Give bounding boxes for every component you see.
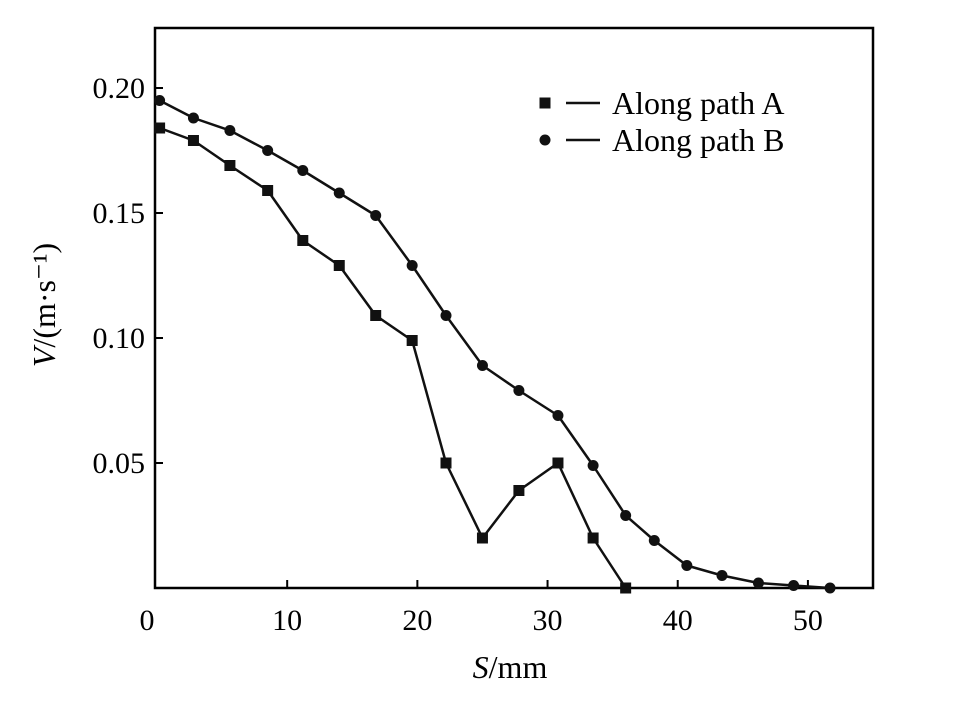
series-path-b bbox=[154, 95, 836, 594]
square-marker bbox=[297, 235, 309, 246]
square-marker bbox=[539, 97, 551, 109]
circle-marker bbox=[752, 577, 764, 589]
x-axis-title: S/mm bbox=[473, 649, 548, 685]
y-tick-label: 0.10 bbox=[93, 322, 146, 355]
square-marker bbox=[187, 135, 199, 146]
circle-marker bbox=[187, 112, 199, 124]
square-marker bbox=[552, 457, 564, 469]
series-line bbox=[159, 126, 627, 589]
square-marker bbox=[262, 185, 274, 196]
circle-marker bbox=[224, 125, 236, 136]
legend-item-path-b: Along path B bbox=[539, 122, 784, 158]
x-axis-unit: /mm bbox=[489, 649, 548, 685]
legend-label: Along path B bbox=[612, 122, 784, 158]
circle-marker bbox=[513, 385, 525, 396]
square-marker bbox=[440, 457, 452, 469]
circle-marker bbox=[716, 570, 728, 581]
circle-marker bbox=[440, 310, 452, 321]
x-tick-label: 50 bbox=[793, 604, 823, 637]
circle-marker bbox=[333, 187, 345, 199]
circle-marker bbox=[297, 165, 309, 176]
x-tick-label: 40 bbox=[663, 604, 693, 637]
circle-marker bbox=[154, 95, 166, 106]
square-marker bbox=[154, 122, 166, 134]
circle-marker bbox=[648, 535, 660, 546]
series-path-a bbox=[154, 122, 632, 594]
x-tick-label: 20 bbox=[402, 604, 432, 637]
circle-marker bbox=[824, 582, 836, 594]
y-axis-unit: /(m·s⁻¹) bbox=[26, 243, 62, 348]
square-marker bbox=[620, 582, 632, 594]
square-marker bbox=[406, 335, 418, 346]
series-layer bbox=[154, 95, 836, 594]
circle-marker bbox=[552, 410, 564, 421]
y-tick-label: 0.15 bbox=[93, 197, 146, 230]
y-tick-label: 0.05 bbox=[93, 447, 146, 480]
circle-marker bbox=[262, 145, 274, 156]
y-axis-variable: V bbox=[26, 344, 62, 367]
circle-marker bbox=[788, 580, 800, 591]
circle-marker bbox=[620, 510, 632, 521]
square-marker bbox=[370, 310, 382, 321]
x-tick-label: 30 bbox=[533, 604, 563, 637]
square-marker bbox=[224, 160, 236, 171]
series-line bbox=[159, 99, 831, 590]
circle-marker bbox=[681, 560, 693, 571]
x-axis-ticks: 0 10 20 30 40 50 bbox=[140, 580, 823, 637]
legend-label: Along path A bbox=[612, 85, 784, 121]
plot-frame bbox=[153, 26, 875, 590]
x-tick-label: 0 bbox=[140, 604, 155, 637]
square-marker bbox=[476, 532, 488, 544]
square-marker bbox=[587, 532, 599, 544]
circle-marker bbox=[539, 134, 551, 146]
legend-item-path-a: Along path A bbox=[539, 85, 784, 121]
y-tick-label: 0.20 bbox=[93, 72, 146, 105]
y-axis-title: V/(m·s⁻¹) bbox=[26, 243, 62, 367]
circle-marker bbox=[587, 460, 599, 471]
square-marker bbox=[333, 260, 345, 271]
circle-marker bbox=[370, 210, 382, 221]
circle-marker bbox=[476, 360, 488, 371]
x-axis-variable: S bbox=[473, 649, 489, 685]
circle-marker bbox=[406, 260, 418, 271]
square-marker bbox=[513, 485, 525, 496]
y-axis-ticks: 0.05 0.10 0.15 0.20 bbox=[93, 72, 163, 480]
x-tick-label: 10 bbox=[272, 604, 302, 637]
